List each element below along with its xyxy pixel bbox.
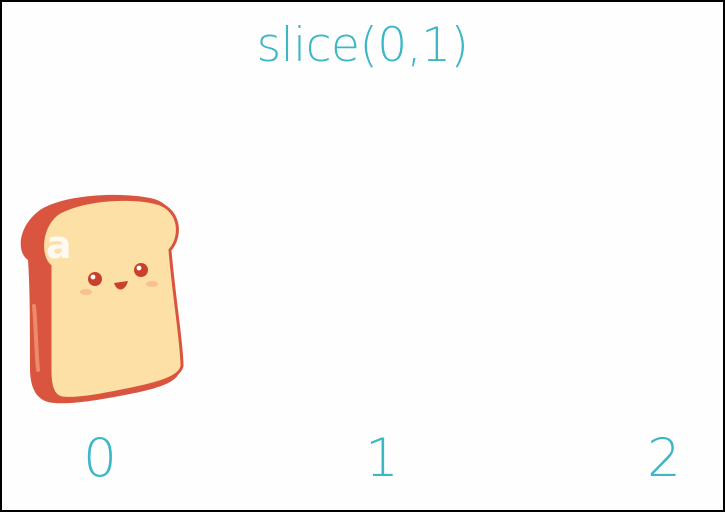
index-label-2: 2 [647, 428, 681, 489]
toast-element: a [10, 188, 195, 414]
index-label-0: 0 [83, 428, 117, 489]
index-label-1: 1 [365, 428, 399, 489]
toast-icon [20, 194, 184, 404]
element-letter: a [46, 223, 72, 267]
diagram-title: slice(0,1) [256, 18, 469, 73]
